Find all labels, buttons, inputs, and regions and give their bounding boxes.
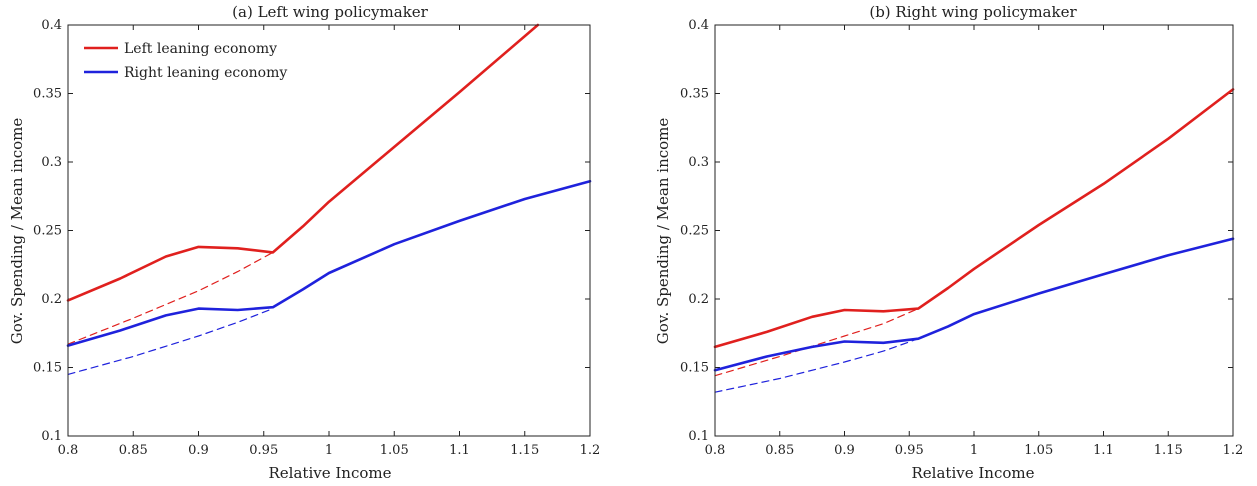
y-tick-label: 0.35 — [33, 87, 62, 102]
y-tick-label: 0.2 — [41, 292, 62, 307]
panel-b-x-axis-label: Relative Income — [912, 464, 1035, 482]
panel-b-series-left-leaning-economy-solid — [713, 88, 1235, 349]
y-tick-label: 0.4 — [41, 18, 62, 33]
y-tick-label: 0.15 — [33, 361, 62, 376]
panel-b-dashed-lines — [714, 308, 919, 393]
panel-b-series-right-leaning-economy-dashed — [714, 338, 919, 393]
legend: Left leaning economy Right leaning econo… — [84, 41, 287, 81]
panel-b-title: (b) Right wing policymaker — [869, 3, 1077, 21]
panel-a: (a) Left wing policymaker Relative Incom… — [8, 3, 600, 482]
panel-b-ticks: 0.8 0.85 0.9 0.95 1 1.05 1.1 1.15 1.2 0.1 0.15 0.2 0… — [680, 18, 1243, 458]
x-tick-label: 0.95 — [249, 443, 278, 458]
panel-a-series-right-leaning-economy-solid — [66, 179, 592, 347]
x-tick-label: 1.1 — [449, 443, 470, 458]
x-tick-label: 1.2 — [1223, 443, 1244, 458]
y-tick-label: 0.1 — [41, 429, 62, 444]
x-tick-label: 0.95 — [895, 443, 924, 458]
y-tick-label: 0.3 — [41, 155, 62, 170]
x-tick-label: 1.2 — [580, 443, 601, 458]
y-tick-label: 0.1 — [688, 429, 709, 444]
y-tick-label: 0.4 — [688, 18, 709, 33]
panel-a-dashed-lines — [67, 251, 274, 375]
y-tick-label: 0.35 — [680, 87, 709, 102]
panel-a-plot-frame — [67, 24, 591, 437]
panel-b-y-axis-label: Gov. Spending / Mean income — [654, 118, 672, 345]
panel-a-x-axis-label: Relative Income — [269, 464, 392, 482]
x-tick-label: 0.9 — [188, 443, 209, 458]
panel-a-series-left-leaning-economy-solid — [66, 23, 540, 302]
y-tick-label: 0.25 — [680, 224, 709, 239]
panel-a-ticks: 0.8 0.85 0.9 0.95 1 1.05 1.1 1.15 1.2 0.1 0.15 0.2 0… — [33, 18, 600, 458]
x-tick-label: 0.85 — [119, 443, 148, 458]
panel-a-series-right-leaning-economy-dashed — [67, 308, 274, 375]
panel-b-series-right-leaning-economy-solid — [713, 237, 1235, 372]
panel-a-y-axis-label: Gov. Spending / Mean income — [8, 118, 26, 345]
panel-b-series-left-leaning-economy-dashed — [714, 308, 919, 377]
panel-b-solid-lines — [713, 88, 1235, 372]
x-tick-label: 1 — [970, 443, 978, 458]
x-tick-label: 1 — [325, 443, 333, 458]
legend-label-right-leaning: Right leaning economy — [124, 65, 287, 81]
legend-label-left-leaning: Left leaning economy — [124, 41, 277, 57]
x-tick-label: 0.8 — [58, 443, 79, 458]
y-tick-label: 0.25 — [33, 224, 62, 239]
x-tick-label: 1.05 — [1024, 443, 1053, 458]
x-tick-label: 1.1 — [1093, 443, 1114, 458]
x-tick-label: 0.9 — [834, 443, 855, 458]
x-tick-label: 0.8 — [705, 443, 726, 458]
y-tick-label: 0.3 — [688, 155, 709, 170]
panel-a-series-left-leaning-economy-dashed — [67, 251, 274, 345]
panel-a-solid-lines — [66, 23, 592, 347]
x-tick-label: 0.85 — [765, 443, 794, 458]
y-tick-label: 0.2 — [688, 292, 709, 307]
x-tick-label: 1.05 — [380, 443, 409, 458]
panel-a-title: (a) Left wing policymaker — [232, 3, 429, 21]
panel-b: (b) Right wing policymaker Relative Inco… — [654, 3, 1243, 482]
y-tick-label: 0.15 — [680, 361, 709, 376]
x-tick-label: 1.15 — [1154, 443, 1183, 458]
x-tick-label: 1.15 — [510, 443, 539, 458]
panel-b-plot-frame — [714, 24, 1234, 437]
